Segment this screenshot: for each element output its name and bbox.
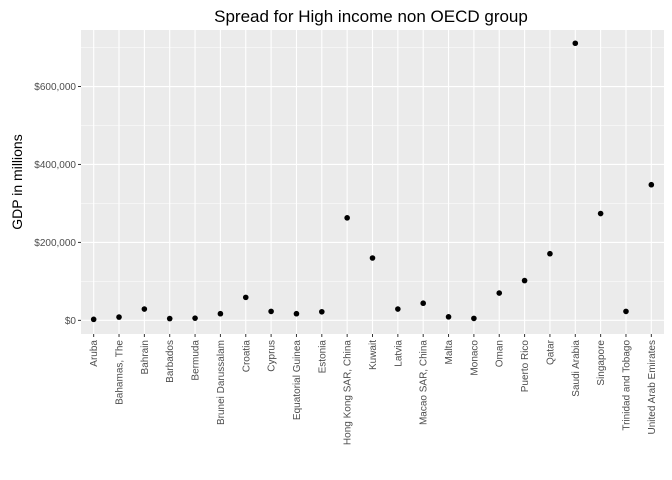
data-point [521, 277, 528, 284]
x-tick-label: Malta [444, 340, 455, 365]
x-tick-label: Estonia [317, 340, 328, 374]
x-tick-label: Barbados [165, 340, 176, 383]
x-tick-label: Bahamas, The [115, 340, 126, 405]
x-tick-label: Macao SAR, China [419, 340, 430, 425]
data-point [217, 310, 224, 317]
x-tick-label: Monaco [469, 340, 480, 376]
data-point [471, 315, 477, 322]
y-tick-label: $600,000 [34, 82, 76, 93]
data-point [648, 181, 655, 188]
data-point [597, 210, 604, 217]
x-tick-label: Hong Kong SAR, China [343, 340, 354, 446]
y-tick-label: $200,000 [34, 238, 76, 249]
data-point [420, 300, 426, 307]
data-point [395, 306, 401, 312]
y-tick-label: $400,000 [34, 160, 76, 171]
data-point [141, 306, 148, 312]
data-point [547, 250, 553, 257]
data-point [572, 40, 579, 47]
x-tick-label: Bermuda [191, 340, 202, 381]
x-tick-label: Aruba [89, 340, 100, 367]
chart-title: Spread for High income non OECD group [214, 7, 528, 26]
x-tick-label: Bahrain [140, 340, 151, 374]
x-tick-label: Saudi Arabia [571, 340, 582, 397]
data-point [623, 308, 629, 315]
x-tick-label: Puerto Rico [520, 340, 531, 393]
y-axis-label: GDP in millions [9, 134, 25, 229]
x-tick-label: Trinidad and Tobago [621, 340, 632, 431]
data-points [90, 40, 655, 323]
data-point [116, 314, 122, 320]
x-tick-label: Kuwait [368, 340, 379, 370]
x-tick-label: Oman [495, 340, 506, 367]
data-point [166, 315, 173, 322]
data-point [192, 315, 198, 321]
data-point [319, 308, 325, 315]
y-tick-label: $0 [65, 316, 77, 327]
x-tick-label: Croatia [241, 340, 252, 373]
x-tick-label: Qatar [545, 339, 556, 365]
data-point [293, 310, 300, 317]
data-point [90, 316, 97, 323]
x-tick-label: Brunei Darussalam [216, 340, 227, 425]
x-axis-ticks: Aruba Bahamas, The Bahrain Barbados Bermuda B… [89, 334, 658, 445]
grid [81, 30, 664, 334]
y-axis-ticks: $0 $200,000 $400,000 $600,000 [34, 82, 81, 327]
x-tick-label: Latvia [393, 340, 404, 367]
data-point [344, 215, 350, 221]
x-tick-label: United Arab Emirates [647, 340, 658, 435]
x-tick-label: Singapore [596, 340, 607, 386]
x-tick-label: Cyprus [267, 340, 278, 372]
data-point [242, 294, 249, 301]
data-point [496, 290, 503, 296]
data-point [369, 255, 376, 261]
x-tick-label: Equatorial Guinea [292, 340, 303, 420]
data-point [445, 314, 452, 320]
data-point [268, 308, 274, 315]
